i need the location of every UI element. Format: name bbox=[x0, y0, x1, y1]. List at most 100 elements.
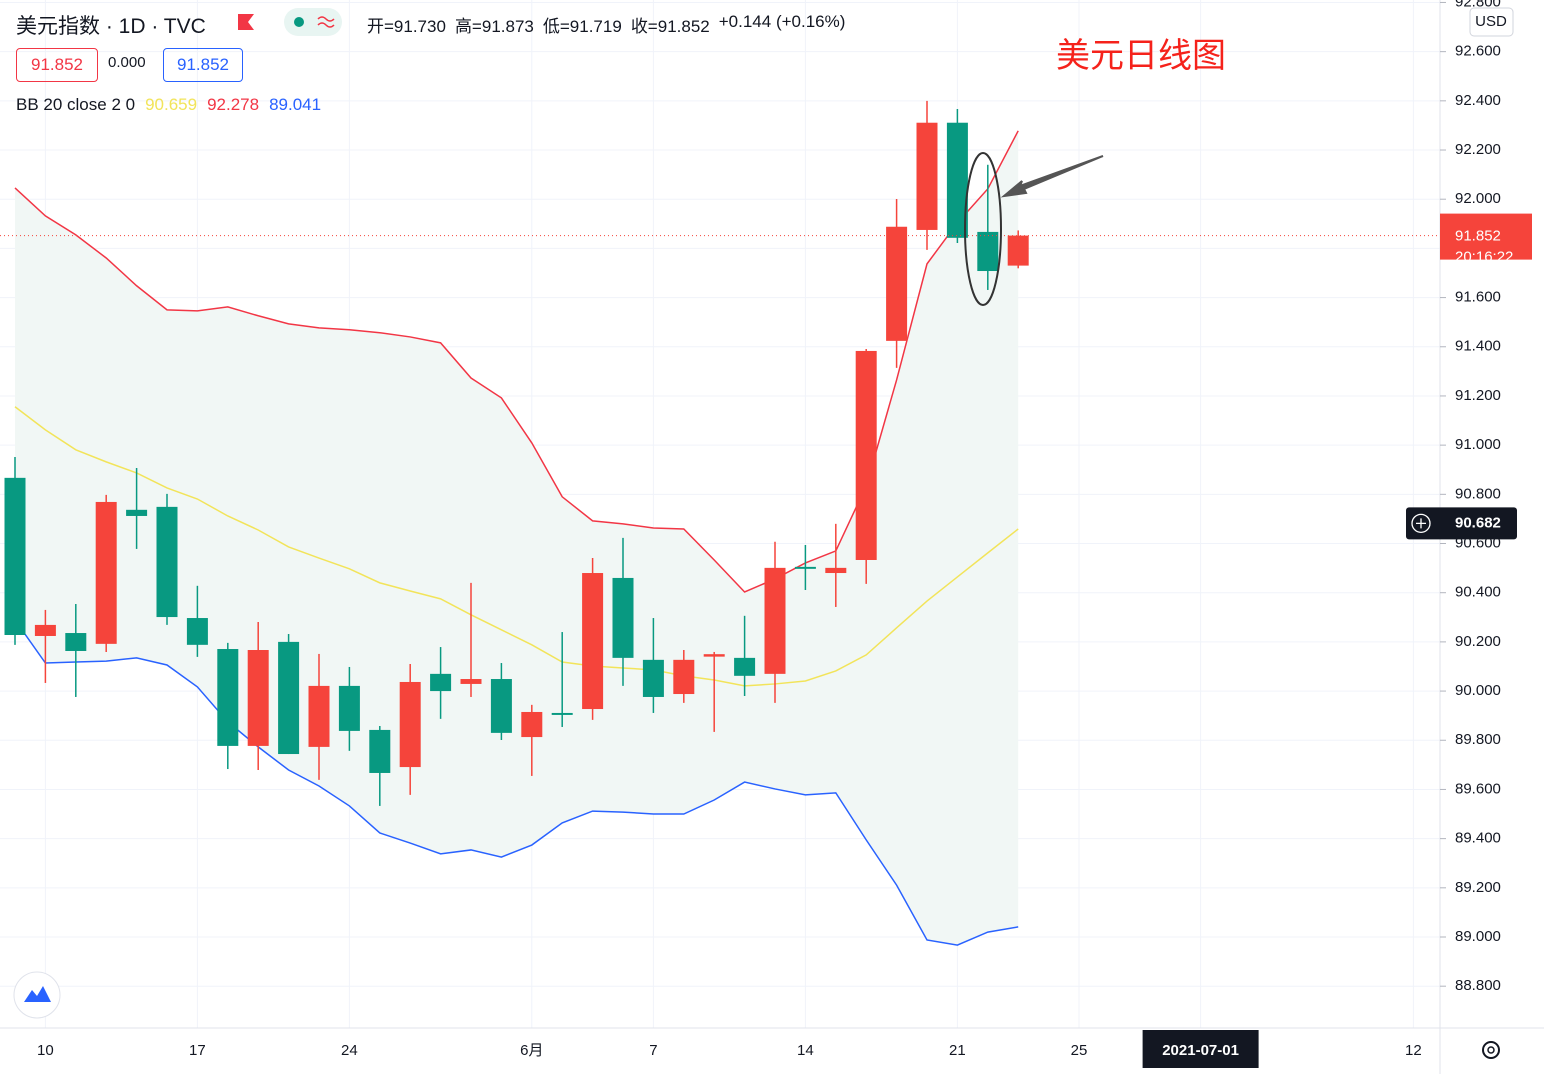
y-tick-label: 92.000 bbox=[1455, 190, 1501, 207]
highlight-ellipse bbox=[964, 152, 1002, 306]
y-tick-label: 89.800 bbox=[1455, 731, 1501, 748]
last-price: 91.852 bbox=[1455, 228, 1501, 245]
candle-body bbox=[521, 711, 543, 738]
y-tick-label: 89.600 bbox=[1455, 780, 1501, 797]
indicator-value: 89.041 bbox=[269, 95, 322, 114]
background bbox=[0, 0, 1440, 1028]
logo-icon bbox=[24, 986, 51, 1002]
x-tick-label: 2021-07-01 bbox=[1162, 1042, 1239, 1059]
y-tick-label: 89.000 bbox=[1455, 928, 1501, 945]
logo bbox=[13, 971, 61, 1019]
last-price-box bbox=[1440, 213, 1532, 260]
x-tick-label: 7 bbox=[649, 1042, 657, 1059]
x-tick-label: 25 bbox=[1071, 1042, 1088, 1059]
candle-body bbox=[34, 624, 56, 636]
candle-body bbox=[825, 567, 847, 574]
x-tick-label: 24 bbox=[341, 1042, 358, 1059]
candle-body bbox=[642, 659, 664, 697]
candle-body bbox=[977, 231, 999, 272]
indicator-value: 90.659 bbox=[145, 95, 198, 114]
x-tick-label: 14 bbox=[797, 1042, 814, 1059]
currency: USD bbox=[1475, 13, 1507, 30]
indicator-name: BB 20 close 2 0 bbox=[16, 95, 136, 114]
ask[interactable]: 91.852 bbox=[163, 48, 243, 82]
y-tick-label: 89.400 bbox=[1455, 830, 1501, 847]
y-tick-label: 92.400 bbox=[1455, 92, 1501, 109]
annotation: 美元日线图 bbox=[1056, 37, 1226, 75]
y-tick-label: 91.200 bbox=[1455, 387, 1501, 404]
indicator-legend: BB 20 close 2 0 90.659 92.278 89.041 bbox=[16, 95, 321, 115]
plot bbox=[0, 100, 1440, 946]
y-tick-label: 92.600 bbox=[1455, 43, 1501, 60]
candle-body bbox=[703, 654, 725, 657]
candle-body bbox=[460, 679, 482, 684]
ohlc-item: 高=91.873 bbox=[454, 17, 534, 36]
flag-icon bbox=[238, 14, 254, 30]
candle-body bbox=[430, 673, 452, 692]
candle-body bbox=[308, 685, 330, 747]
candle-body bbox=[369, 729, 391, 773]
candle-body bbox=[764, 567, 786, 674]
y-tick-label: 90.200 bbox=[1455, 633, 1501, 650]
y-tick-label: 90.400 bbox=[1455, 584, 1501, 601]
candle-body bbox=[916, 122, 938, 230]
spread: 0.000 bbox=[108, 54, 146, 71]
arrow bbox=[1000, 155, 1104, 198]
x-tick-label: 21 bbox=[949, 1042, 966, 1059]
crosshair-plus bbox=[1416, 518, 1426, 529]
candle-body bbox=[126, 509, 148, 516]
candle-body bbox=[217, 649, 239, 746]
currency-box[interactable] bbox=[1469, 7, 1514, 37]
y-tick-label: 90.800 bbox=[1455, 485, 1501, 502]
y-tick-label: 92.200 bbox=[1455, 141, 1501, 158]
candle-body bbox=[490, 679, 512, 733]
candle-body bbox=[855, 350, 877, 560]
x-tick-label: 10 bbox=[37, 1042, 54, 1059]
crosshair-plus bbox=[1411, 513, 1431, 533]
ohlc-item: 收=91.852 bbox=[630, 17, 710, 36]
x-tick-label: 6月 bbox=[520, 1042, 543, 1059]
x-tick-label: 17 bbox=[189, 1042, 206, 1059]
candle-body bbox=[4, 477, 26, 635]
band-line bbox=[14, 619, 1019, 946]
candle-body bbox=[1007, 235, 1029, 266]
y-tick-label: 91.400 bbox=[1455, 338, 1501, 355]
crosshair-label: 90.682 bbox=[1455, 514, 1501, 531]
candle-body bbox=[734, 657, 756, 676]
candle-body bbox=[338, 685, 360, 731]
settings-icon[interactable] bbox=[1482, 1041, 1500, 1059]
bid[interactable]: 91.852 bbox=[16, 48, 98, 82]
candle-body bbox=[551, 712, 573, 715]
y-tick-label: 90.000 bbox=[1455, 682, 1501, 699]
candle-body bbox=[95, 501, 117, 644]
y-tick-label: 91.000 bbox=[1455, 436, 1501, 453]
band-line bbox=[14, 406, 1019, 687]
candle-body bbox=[186, 618, 208, 645]
band-line bbox=[14, 130, 1019, 593]
y-tick-label: 92.800 bbox=[1455, 0, 1501, 10]
candle-body bbox=[399, 681, 421, 768]
candle-body bbox=[65, 633, 87, 651]
countdown: 20:16:22 bbox=[1455, 249, 1513, 266]
toggle[interactable] bbox=[284, 8, 342, 36]
candle-body bbox=[278, 641, 300, 755]
candle-body bbox=[886, 226, 908, 341]
y-tick-label: 88.800 bbox=[1455, 977, 1501, 994]
crosshair-y-box bbox=[1406, 507, 1517, 540]
ohlc-item: 开=91.730 bbox=[367, 17, 446, 36]
y-tick-label: 89.200 bbox=[1455, 879, 1501, 896]
candle-body bbox=[156, 506, 178, 618]
indicator-value: 92.278 bbox=[207, 95, 260, 114]
candle-body bbox=[612, 577, 634, 658]
ohlc-item: 低=91.719 bbox=[542, 17, 622, 36]
candle-body bbox=[794, 566, 816, 569]
ohlc-item: +0.144 (+0.16%) bbox=[718, 12, 846, 31]
candle-body bbox=[247, 650, 269, 746]
crosshair-x-box bbox=[1142, 1030, 1259, 1068]
candle-body bbox=[582, 573, 604, 710]
ohlc-legend: 开=91.730 高=91.873 低=91.719 收=91.852 +0.144 (… bbox=[367, 12, 845, 37]
symbol-title: 美元指数 · 1D · TVC bbox=[16, 15, 206, 38]
x-tick-label: 12 bbox=[1405, 1042, 1422, 1059]
